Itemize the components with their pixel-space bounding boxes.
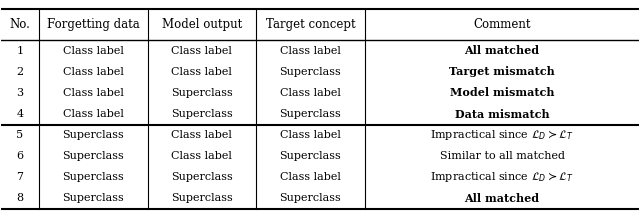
Text: Data mismatch: Data mismatch (454, 109, 549, 120)
Text: Forgetting data: Forgetting data (47, 18, 140, 31)
Text: Class label: Class label (172, 151, 232, 161)
Text: Superclass: Superclass (63, 172, 124, 182)
Text: Class label: Class label (280, 88, 341, 98)
Text: Superclass: Superclass (171, 88, 233, 98)
Text: 4: 4 (16, 109, 24, 119)
Text: Class label: Class label (172, 67, 232, 77)
Text: Class label: Class label (63, 109, 124, 119)
Text: Similar to all matched: Similar to all matched (440, 151, 564, 161)
Text: Target mismatch: Target mismatch (449, 66, 555, 77)
Text: All matched: All matched (465, 193, 540, 204)
Text: 3: 3 (16, 88, 24, 98)
Text: Superclass: Superclass (280, 67, 341, 77)
Text: 1: 1 (16, 46, 24, 56)
Text: Class label: Class label (63, 46, 124, 56)
Text: 6: 6 (16, 151, 24, 161)
Text: Model mismatch: Model mismatch (450, 88, 554, 98)
Text: Class label: Class label (172, 130, 232, 140)
Text: Model output: Model output (162, 18, 242, 31)
Text: Impractical since $\mathcal{L}_D \succ \mathcal{L}_T$: Impractical since $\mathcal{L}_D \succ \… (430, 128, 574, 142)
Text: 5: 5 (16, 130, 24, 140)
Text: Comment: Comment (473, 18, 531, 31)
Text: No.: No. (10, 18, 30, 31)
Text: Class label: Class label (63, 88, 124, 98)
Text: Impractical since $\mathcal{L}_D \succ \mathcal{L}_T$: Impractical since $\mathcal{L}_D \succ \… (430, 170, 574, 184)
Text: 7: 7 (17, 172, 23, 182)
Text: Superclass: Superclass (280, 193, 341, 203)
Text: Superclass: Superclass (171, 109, 233, 119)
Text: Class label: Class label (280, 46, 341, 56)
Text: Target concept: Target concept (266, 18, 355, 31)
Text: Superclass: Superclass (280, 151, 341, 161)
Text: Class label: Class label (280, 130, 341, 140)
Text: Superclass: Superclass (171, 172, 233, 182)
Text: Class label: Class label (172, 46, 232, 56)
Text: 8: 8 (16, 193, 24, 203)
Text: Class label: Class label (63, 67, 124, 77)
Text: Superclass: Superclass (171, 193, 233, 203)
Text: Superclass: Superclass (63, 130, 124, 140)
Text: Class label: Class label (280, 172, 341, 182)
Text: Superclass: Superclass (63, 151, 124, 161)
Text: All matched: All matched (465, 45, 540, 56)
Text: 2: 2 (16, 67, 24, 77)
Text: Superclass: Superclass (63, 193, 124, 203)
Text: Superclass: Superclass (280, 109, 341, 119)
